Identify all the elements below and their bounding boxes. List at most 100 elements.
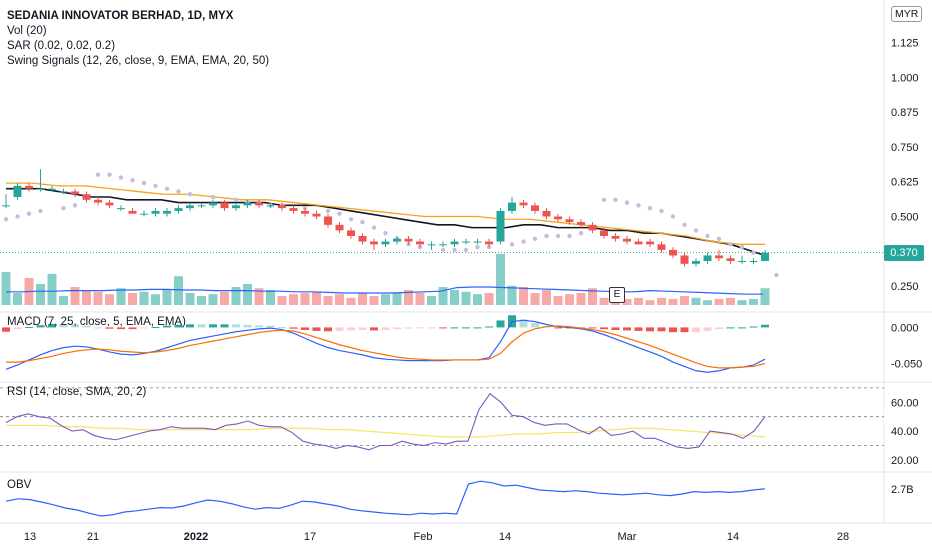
candle-body bbox=[669, 249, 677, 256]
price-tick-label: 0.500 bbox=[891, 211, 919, 223]
candle bbox=[542, 208, 551, 220]
candle-body bbox=[163, 210, 171, 214]
candle-body bbox=[140, 213, 148, 215]
rsi-tick-label: 20.00 bbox=[891, 455, 919, 467]
price-tick-label: 0.250 bbox=[891, 281, 919, 293]
macd-line bbox=[5, 319, 766, 373]
candle-body bbox=[13, 185, 22, 198]
volume-bar bbox=[588, 288, 597, 305]
sar-dot bbox=[3, 217, 9, 222]
macd-histogram-bar bbox=[634, 327, 643, 331]
candle bbox=[646, 238, 654, 248]
candle-body bbox=[623, 238, 631, 242]
candle bbox=[174, 205, 183, 214]
sar-dot bbox=[693, 228, 699, 233]
sar-dot bbox=[164, 186, 170, 191]
candle-body bbox=[105, 202, 114, 206]
volume-bar bbox=[519, 287, 528, 305]
macd-histogram-bar bbox=[197, 324, 206, 328]
candle-body bbox=[416, 241, 424, 245]
volume-bar bbox=[645, 300, 655, 305]
macd-histogram-bar bbox=[324, 327, 332, 332]
candle-body bbox=[439, 244, 447, 246]
candle bbox=[289, 205, 298, 214]
macd-histogram-bar bbox=[588, 327, 597, 329]
candle-body bbox=[692, 261, 700, 264]
volume-bar bbox=[427, 296, 436, 305]
candle-body bbox=[588, 224, 597, 231]
macd-label: MACD (7, 25, close, 5, EMA, EMA) bbox=[7, 316, 186, 328]
candle bbox=[243, 199, 252, 209]
volume-bar bbox=[634, 297, 643, 305]
macd-histogram-bar bbox=[71, 324, 79, 328]
candle-body bbox=[128, 210, 137, 214]
candle-body bbox=[381, 241, 390, 245]
volume-bar bbox=[116, 288, 126, 305]
volume-bar bbox=[208, 294, 218, 305]
volume-bar bbox=[220, 291, 229, 305]
candle bbox=[577, 219, 585, 228]
rsi-current-box bbox=[884, 408, 924, 425]
candle-body bbox=[197, 205, 206, 207]
volume-bar bbox=[392, 293, 402, 305]
volume-bar bbox=[438, 287, 448, 305]
sar-dot bbox=[337, 211, 342, 216]
sar-dot bbox=[774, 272, 779, 278]
x-tick-label: 2022 bbox=[184, 531, 208, 543]
volume-bar bbox=[300, 293, 310, 305]
volume-bar bbox=[266, 290, 275, 305]
candle bbox=[13, 183, 22, 200]
macd-histogram-bar bbox=[623, 327, 631, 331]
macd-histogram-bar bbox=[232, 324, 240, 328]
volume-bar bbox=[185, 293, 195, 305]
sar-dot bbox=[371, 225, 377, 230]
earnings-marker[interactable]: E bbox=[609, 287, 625, 303]
sar-dot bbox=[659, 208, 664, 214]
macd-histogram-bar bbox=[36, 325, 45, 328]
volume-ma-line bbox=[6, 286, 763, 295]
candle-body bbox=[577, 222, 585, 225]
candle bbox=[82, 191, 91, 203]
macd-histogram-bar bbox=[646, 327, 654, 332]
candle bbox=[2, 194, 10, 209]
x-tick-label: 13 bbox=[24, 531, 36, 543]
macd-histogram-bar bbox=[209, 324, 217, 328]
candle bbox=[680, 252, 689, 267]
macd-histogram-bar bbox=[347, 327, 355, 331]
sar-dot bbox=[475, 244, 480, 250]
macd-histogram-bar bbox=[163, 325, 171, 328]
candle bbox=[59, 188, 68, 195]
macd-histogram-bar bbox=[255, 325, 263, 328]
volume-bar bbox=[461, 291, 471, 305]
candle bbox=[531, 202, 539, 214]
candle bbox=[519, 199, 528, 209]
volume-bar bbox=[473, 294, 482, 305]
macd-histogram-bar bbox=[48, 323, 56, 328]
x-tick-label: 21 bbox=[87, 531, 99, 543]
candle bbox=[692, 258, 700, 267]
currency-badge[interactable]: MYR bbox=[891, 6, 923, 22]
sar-dot bbox=[544, 233, 549, 239]
macd-histogram-bar bbox=[531, 323, 539, 328]
sar-dot bbox=[636, 203, 641, 208]
candle bbox=[335, 222, 344, 234]
volume-bar bbox=[726, 297, 735, 305]
macd-histogram-bar bbox=[680, 327, 689, 333]
volume-bar bbox=[36, 284, 45, 305]
volume-bar bbox=[289, 294, 298, 305]
price-tick-label: 0.625 bbox=[891, 177, 919, 189]
sar-dot bbox=[682, 222, 687, 228]
candle bbox=[140, 210, 148, 217]
candle bbox=[761, 249, 769, 262]
macd-tick-label: 0.000 bbox=[891, 322, 919, 334]
candle-body bbox=[531, 205, 539, 211]
candle-body bbox=[94, 199, 102, 203]
candle bbox=[347, 227, 355, 239]
candle bbox=[370, 238, 378, 250]
candle bbox=[36, 169, 45, 192]
macd-histogram-bar bbox=[393, 327, 401, 330]
macd-histogram-bar bbox=[128, 327, 137, 330]
macd-histogram-bar bbox=[186, 324, 194, 328]
sar-dot bbox=[107, 172, 112, 177]
